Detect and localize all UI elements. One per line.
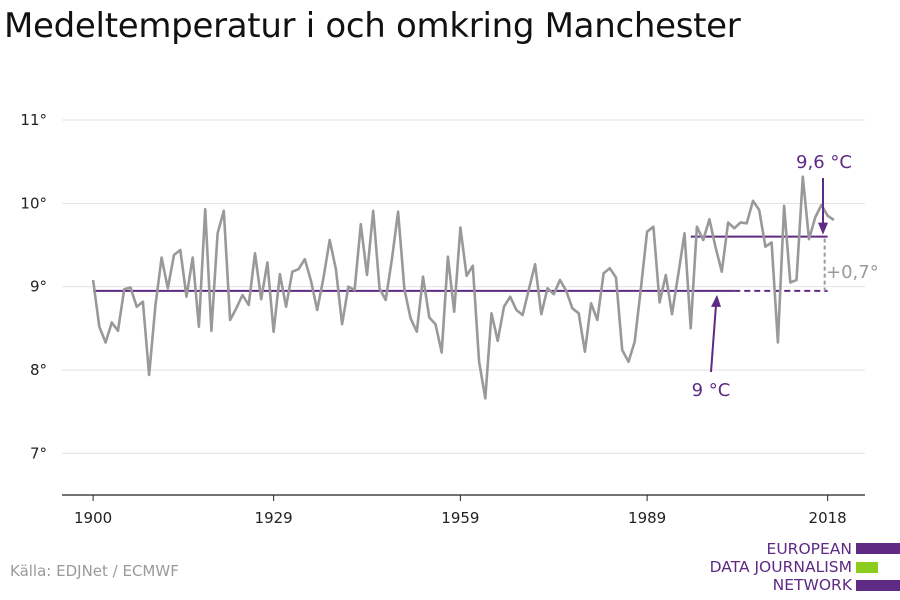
x-tick-label: 1959 xyxy=(441,509,479,527)
logo-line-1: EUROPEAN xyxy=(766,540,852,558)
y-tick-label: 10° xyxy=(20,194,47,212)
arrow-baseline-shaft xyxy=(710,304,717,373)
label-recent-average: 9,6 °C xyxy=(796,152,852,173)
y-axis: 7° 8° 9° 10° 11° xyxy=(20,111,47,462)
y-tick-label: 9° xyxy=(30,278,47,296)
logo-bar-middle xyxy=(856,562,878,573)
logo-bar-bottom xyxy=(856,580,900,591)
x-tick-label: 1989 xyxy=(628,509,666,527)
grid xyxy=(62,119,865,454)
series xyxy=(91,175,835,400)
chart-title: Medeltemperatur i och omkring Manchester xyxy=(4,6,741,46)
annotations: 9,6 °C 9 °C +0,7° xyxy=(692,152,879,401)
x-tick-label: 1929 xyxy=(255,509,293,527)
edjnet-logo: EUROPEAN DATA JOURNALISM NETWORK xyxy=(700,540,900,596)
y-tick-label: 8° xyxy=(30,361,47,379)
label-baseline-average: 9 °C xyxy=(692,380,731,401)
source-note: Källa: EDJNet / ECMWF xyxy=(10,562,179,580)
arrow-baseline-head xyxy=(711,294,721,307)
chart-svg: 1900 1929 1959 1989 2018 7° 8° 9° 10° 11° 9,6 °C… xyxy=(20,111,879,527)
arrow-recent-head xyxy=(818,222,828,235)
logo-bar-top xyxy=(856,543,900,554)
logo-line-3: NETWORK xyxy=(772,576,852,594)
x-tick-label: 2018 xyxy=(809,509,847,527)
temperature-line xyxy=(91,175,835,400)
logo-line-2: DATA JOURNALISM xyxy=(709,558,852,576)
x-axis: 1900 1929 1959 1989 2018 xyxy=(62,494,865,527)
x-tick-label: 1900 xyxy=(74,509,112,527)
difference-label: +0,7° xyxy=(826,262,879,283)
y-tick-label: 7° xyxy=(30,444,47,462)
y-tick-label: 11° xyxy=(20,111,47,129)
